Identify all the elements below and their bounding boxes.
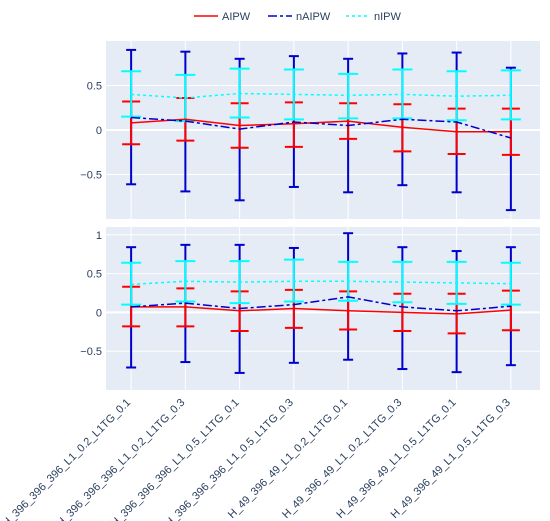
y-tick-label: −0.5	[80, 346, 102, 358]
y-tick-label: 0.5	[87, 269, 102, 281]
legend[interactable]: AIPW nAIPW nIPW	[194, 11, 402, 23]
series-line-naipw[interactable]	[131, 296, 511, 312]
series-line-aipw[interactable]	[131, 118, 511, 133]
legend-label-aipw[interactable]: AIPW	[222, 11, 251, 23]
x-tick-label: H_49_396_49_L1_0.2_L1TG_0.1	[226, 397, 350, 521]
x-tick-label: H_396_396_396_L1_0.2_L1TG_0.1	[0, 397, 133, 521]
x-tick-label: H_49_396_49_L1_0.5_L1TG_0.1	[334, 397, 458, 521]
x-tick-labels: H_396_396_396_L1_0.2_L1TG_0.1H_396_396_3…	[0, 397, 513, 521]
y-tick-label: 0.5	[87, 81, 102, 93]
series-line-naipw[interactable]	[131, 116, 512, 139]
y-tick-label: 0	[96, 307, 102, 319]
x-tick-label: H_49_396_49_L1_0.2_L1TG_0.3	[280, 397, 404, 521]
y-tick-label: −0.5	[80, 170, 102, 182]
bottom-panel: 1 0.5 0 −0.5	[80, 227, 540, 390]
x-tick-label: H_49_396_49_L1_0.5_L1TG_0.3	[389, 397, 513, 521]
legend-label-nipw[interactable]: nIPW	[374, 11, 402, 23]
y-tick-label: 1	[96, 230, 102, 242]
series-line-aipw[interactable]	[131, 306, 511, 315]
top-panel: 0.5 0 −0.5	[80, 41, 540, 219]
legend-label-naipw[interactable]: nAIPW	[296, 11, 331, 23]
plot-background	[106, 227, 540, 390]
y-tick-label: 0	[96, 125, 102, 137]
